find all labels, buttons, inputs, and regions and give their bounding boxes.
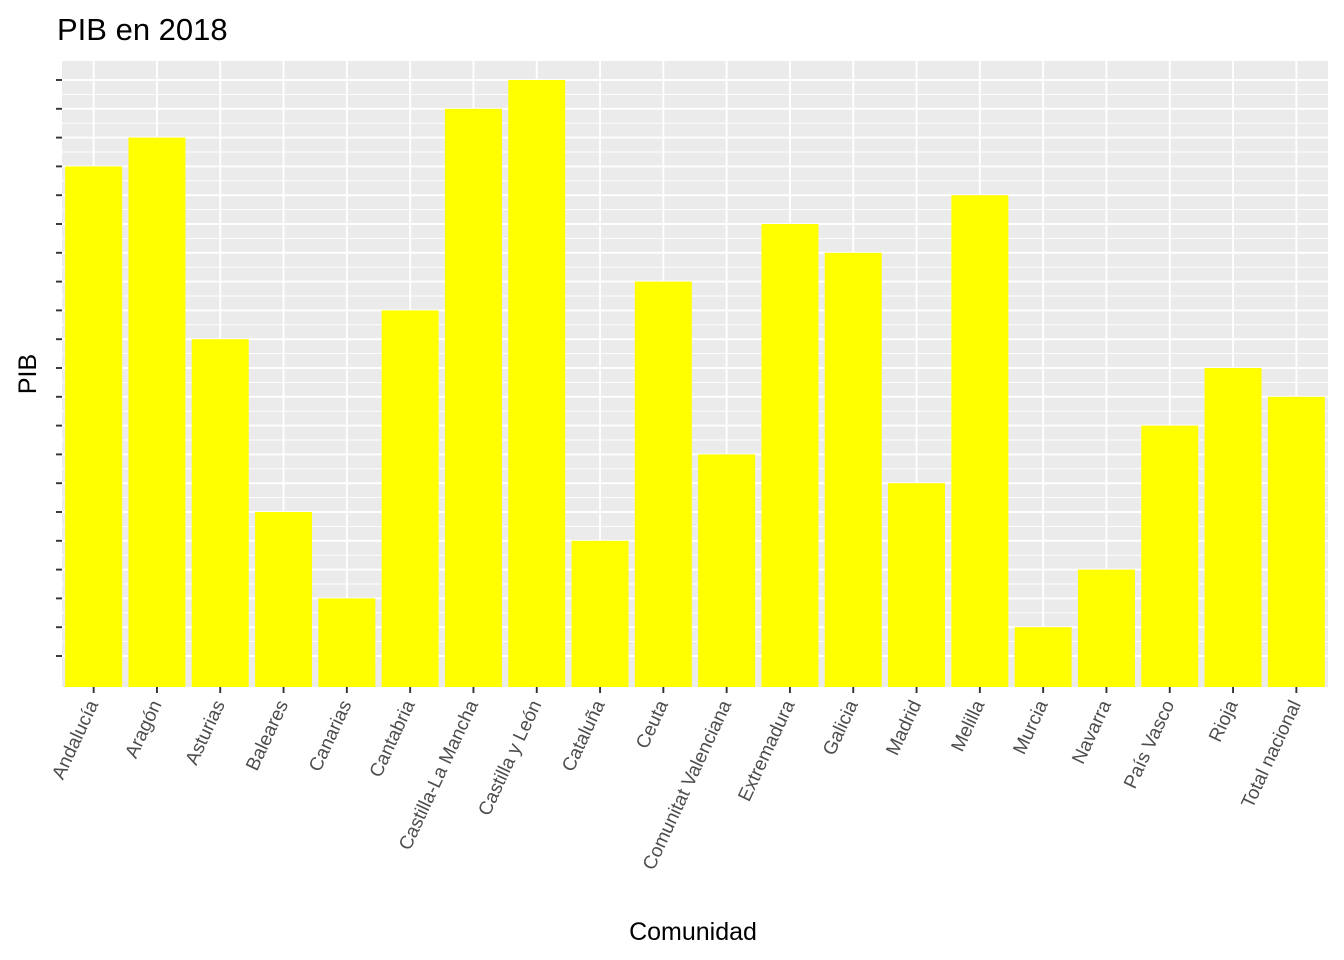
x-tick-label: Cataluña [558,697,609,775]
bar [444,108,502,688]
plot-panel [62,61,1328,687]
bar [951,195,1009,687]
x-tick-label: Canarias [305,697,356,775]
y-axis-title: PIB [14,354,42,394]
bar [191,339,249,687]
bar [761,224,819,687]
x-tick-label: Baleares [242,697,293,774]
x-tick-label: Aragón [122,697,167,761]
chart-title: PIB en 2018 [57,12,228,47]
x-tick-label: Andalucía [48,697,103,783]
bar [1077,569,1135,687]
x-tick-label: Madrid [883,697,927,759]
bar [508,80,566,687]
bar [888,483,946,687]
x-tick-label: Ceuta [632,697,673,752]
bar [381,310,439,687]
bar [824,252,882,688]
bar [1014,627,1072,687]
bar [1204,368,1262,687]
x-tick-label: Melilla [948,697,990,755]
bar [698,454,756,687]
bar [634,281,692,687]
x-tick-label: Cantabria [366,697,420,781]
x-tick-label: Rioja [1205,697,1243,746]
x-tick-label: Total nacional [1238,697,1306,811]
bar [128,137,186,688]
x-tick-label: Navarra [1068,697,1116,768]
x-axis-title: Comunidad [629,918,757,946]
bar [1267,396,1325,687]
x-tick-label: País Vasco [1120,697,1179,792]
bar [1141,425,1199,687]
bars [65,80,1325,688]
x-tick-label: Asturias [182,697,230,768]
x-tick-label: Castilla y León [475,697,547,819]
bar [571,540,629,687]
x-tick-label: Murcia [1010,697,1053,758]
bar [255,512,313,687]
x-tick-label: Galicia [819,697,863,759]
bar [65,166,123,687]
bar [318,598,376,687]
x-tick-label: Extremadura [734,697,799,805]
